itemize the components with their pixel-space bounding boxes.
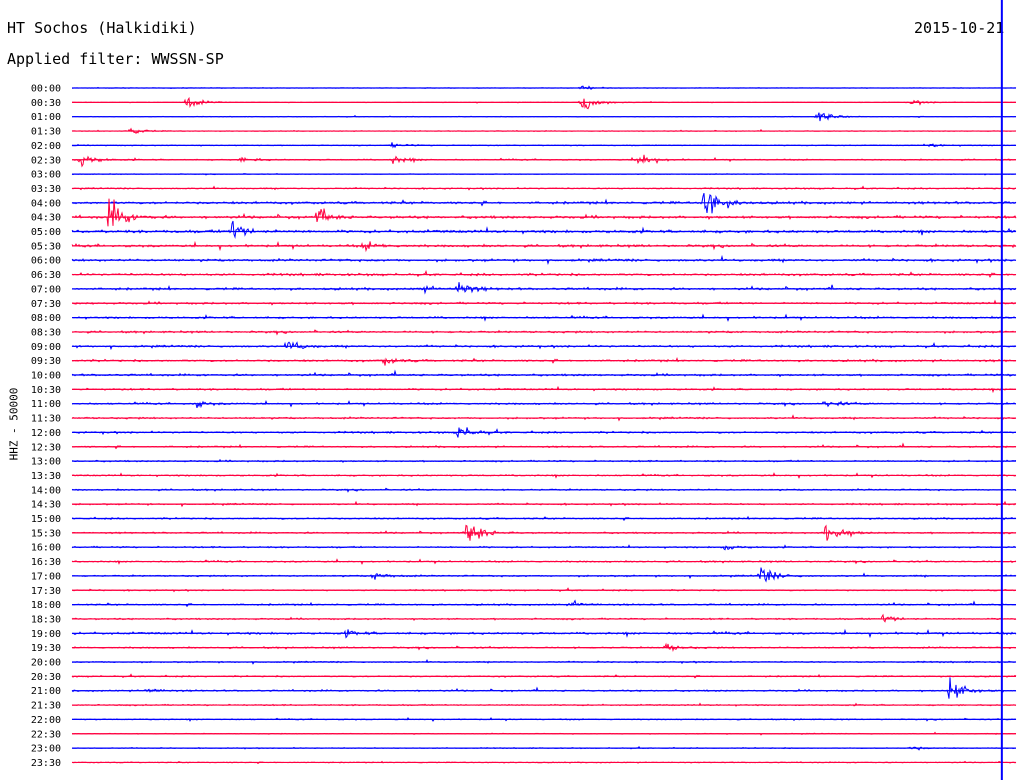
tick-label: 18:00 [31,600,61,611]
tick-label: 21:30 [31,701,61,712]
tick-label: 17:00 [31,571,61,582]
trace-line [71,142,1017,149]
tick-label: 14:00 [31,485,61,496]
tick-label: 12:00 [31,428,61,439]
tick-label: 00:30 [31,98,61,109]
tick-label: 11:00 [31,399,61,410]
tick-label: 21:00 [31,686,61,697]
tick-label: 19:30 [31,643,61,654]
tick-label: 23:30 [31,758,61,769]
tick-label: 23:00 [31,744,61,755]
tick-label: 06:00 [31,256,61,267]
tick-label: 05:30 [31,241,61,252]
tick-label: 13:30 [31,471,61,482]
tick-label: 07:30 [31,299,61,310]
tick-label: 15:30 [31,528,61,539]
trace-line [71,96,1017,110]
tick-label: 20:30 [31,672,61,683]
filter-label: Applied filter: WWSSN-SP [7,50,224,68]
tick-label: 10:00 [31,371,61,382]
tick-label: 13:00 [31,457,61,468]
tick-label: 19:00 [31,629,61,640]
trace-line [71,599,1017,608]
tick-label: 10:30 [31,385,61,396]
tick-label: 02:30 [31,155,61,166]
tick-label: 14:30 [31,500,61,511]
trace-line [71,341,1017,351]
tick-label: 17:30 [31,586,61,597]
tick-label: 15:00 [31,514,61,525]
trace-line [71,220,1017,239]
trace-line [71,399,1017,409]
tick-label: 22:00 [31,715,61,726]
trace-line [71,677,1017,699]
station-title: HT Sochos (Halkidiki) [7,19,197,37]
tick-label: 11:30 [31,414,61,425]
tick-label: 02:00 [31,141,61,152]
tick-label: 22:30 [31,729,61,740]
tick-label: 20:00 [31,658,61,669]
tick-label: 16:30 [31,557,61,568]
tick-label: 01:00 [31,112,61,123]
trace-line [71,357,1017,366]
tick-label: 03:30 [31,184,61,195]
tick-label: 04:00 [31,198,61,209]
tick-label: 09:00 [31,342,61,353]
tick-label: 16:00 [31,543,61,554]
tick-label: 08:30 [31,327,61,338]
trace-line [71,282,1017,295]
tick-label: 08:00 [31,313,61,324]
trace-line [71,154,1017,168]
date-label: 2015-10-21 [914,19,1005,37]
tick-label: 03:00 [31,170,61,181]
trace-line [71,613,1017,623]
tick-label: 04:30 [31,213,61,224]
tick-label: 07:00 [31,284,61,295]
tick-label: 00:00 [31,84,61,95]
tick-label: 01:30 [31,127,61,138]
trace-line [71,369,1017,378]
tick-label: 12:30 [31,442,61,453]
tick-label: 18:30 [31,614,61,625]
tick-label: 06:30 [31,270,61,281]
trace-line [71,567,1017,583]
tick-label: 09:30 [31,356,61,367]
tick-label: 05:00 [31,227,61,238]
